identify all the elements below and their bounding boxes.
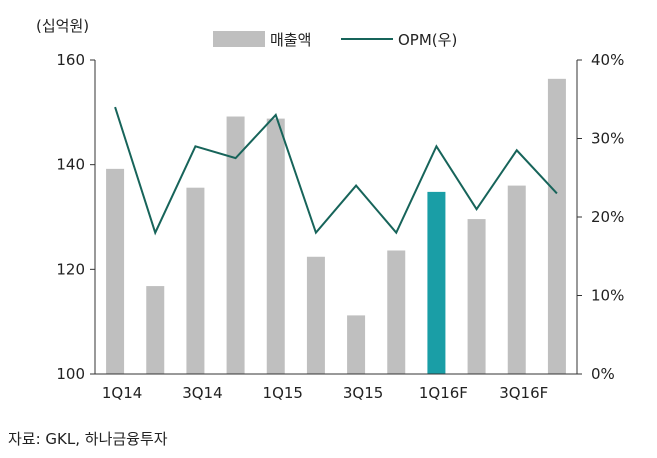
bar-4Q15 (387, 250, 406, 374)
source-note: 자료: GKL, 하나금융투자 (8, 430, 168, 448)
opm-line (114, 106, 558, 236)
left-tick-label: 140 (56, 156, 85, 174)
bar-1Q16F (427, 191, 446, 374)
bar-2Q16F (467, 219, 486, 374)
bar-2Q14 (146, 286, 165, 374)
right-tick-label: 20% (591, 208, 624, 226)
bar-2Q15 (306, 256, 325, 374)
right-tick-label: 40% (591, 51, 624, 69)
bar-3Q14 (186, 187, 205, 374)
axes (90, 59, 582, 375)
x-tick-label: 3Q15 (343, 384, 383, 402)
left-tick-label: 100 (56, 365, 85, 383)
left-tick-label: 120 (56, 260, 85, 278)
legend-bar-swatch (213, 31, 265, 47)
y-unit-label: (십억원) (36, 17, 89, 35)
legend-bar-label: 매출액 (270, 31, 311, 49)
x-tick-label: 1Q16F (419, 384, 468, 402)
x-tick-label: 3Q16F (499, 384, 548, 402)
bar-4Q14 (226, 116, 245, 375)
combo-chart: (십억원) 매출액 OPM(우) 100 120 140 160 0% 10% 20% 30% 4… (36, 17, 624, 402)
x-tick-label: 1Q15 (263, 384, 303, 402)
bar-series (106, 78, 566, 375)
x-tick-label: 3Q14 (182, 384, 222, 402)
right-tick-label: 10% (591, 287, 624, 305)
bar-3Q16F (507, 185, 526, 374)
bar-1Q14 (106, 168, 125, 374)
bar-1Q15 (266, 118, 285, 374)
legend-line-label: OPM(우) (398, 31, 457, 49)
left-tick-label: 160 (56, 51, 85, 69)
right-tick-label: 30% (591, 130, 624, 148)
line-series (114, 106, 558, 236)
x-tick-label: 1Q14 (102, 384, 142, 402)
right-tick-label: 0% (591, 365, 615, 383)
tick-labels: 100 120 140 160 0% 10% 20% 30% 40% 1Q14 3Q14 1Q15 3Q… (56, 51, 624, 402)
bar-4Q16F (547, 78, 566, 374)
bar-3Q15 (347, 315, 366, 374)
legend: 매출액 OPM(우) (213, 31, 457, 49)
